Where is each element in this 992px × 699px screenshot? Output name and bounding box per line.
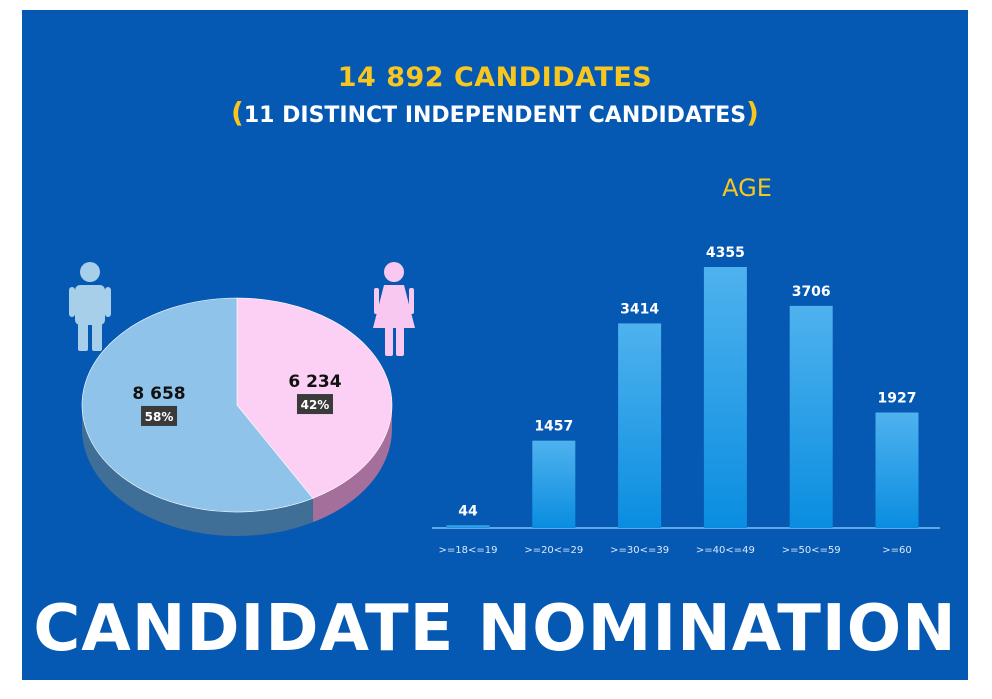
age-bar [875,412,919,528]
female-person-icon [373,262,415,356]
pie-value-label: 6 234 [288,372,341,392]
pie-value-label: 8 658 [132,384,185,404]
pie-percent-box [141,405,178,426]
subline-open-paren: ( [231,96,244,129]
age-bar [618,323,662,528]
bar-category-label: >=18<=19 [439,545,498,556]
pie-side-wall [82,405,313,536]
age-bar [789,305,833,528]
bar-value-label: 3414 [620,301,659,317]
bar-category-label: >=20<=29 [524,545,583,556]
age-chart-title: AGE [722,174,772,202]
age-bar [703,267,747,528]
headline: 14 892 CANDIDATES [337,62,653,93]
page-title: CANDIDATE NOMINATION [33,592,957,666]
pie-side-wall [312,405,392,523]
pie-percent-label: 58% [145,410,174,424]
subline-text: 11 DISTINCT INDEPENDENT CANDIDATES [243,103,747,128]
bar-category-label: >=40<=49 [696,545,755,556]
age-bar [532,440,576,528]
pie-percent-box [296,394,333,415]
bar-value-label: 44 [458,503,478,519]
bar-category-label: >=30<=39 [610,545,669,556]
bar-value-label: 4355 [706,245,745,261]
bar-value-label: 3706 [792,284,831,300]
male-person-icon [69,262,111,351]
infographic-panel: 14 892 CANDIDATES (11 DISTINCT INDEPENDE… [22,10,968,680]
bar-value-label: 1457 [534,419,573,435]
subline-close-paren: ) [746,96,759,129]
gender-pie-chart: 6 234 42% 8 658 58% [81,297,393,536]
bar-category-label: >=50<=59 [782,545,841,556]
bar-category-label: >=60 [882,545,911,556]
age-bar [446,525,490,528]
age-bar-chart: 44 >=18<=19 1457 >=20<=29 3414 >=30<=39 4355 >=… [432,245,940,556]
pie-percent-label: 42% [301,398,330,412]
bar-value-label: 1927 [878,391,917,407]
charts-canvas: 6 234 42% 8 658 58% 44 >=18<=19 1457 >=20<=29 3… [69,245,940,556]
pie-slice [81,297,314,513]
subline: (11 DISTINCT INDEPENDENT CANDIDATES) [22,96,968,129]
